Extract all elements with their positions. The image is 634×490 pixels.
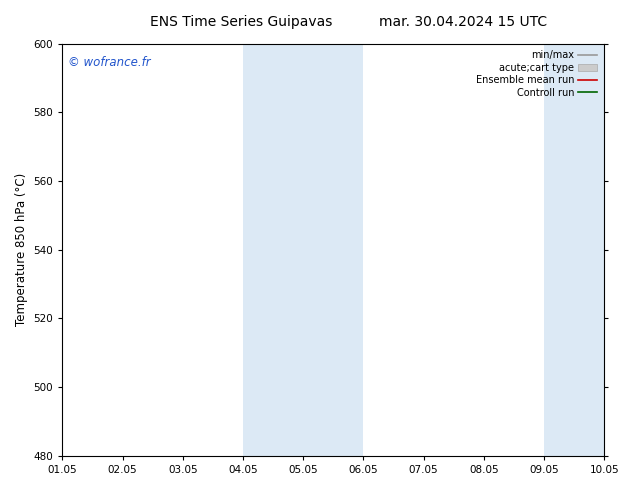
Text: © wofrance.fr: © wofrance.fr (68, 56, 150, 69)
Text: ENS Time Series Guipavas: ENS Time Series Guipavas (150, 15, 332, 29)
Bar (243, 44, 303, 456)
Y-axis label: Temperature 850 hPa (°C): Temperature 850 hPa (°C) (15, 173, 28, 326)
Text: mar. 30.04.2024 15 UTC: mar. 30.04.2024 15 UTC (378, 15, 547, 29)
Legend: min/max, acute;cart type, Ensemble mean run, Controll run: min/max, acute;cart type, Ensemble mean … (474, 49, 599, 99)
Bar (544, 44, 604, 456)
Bar (303, 44, 363, 456)
